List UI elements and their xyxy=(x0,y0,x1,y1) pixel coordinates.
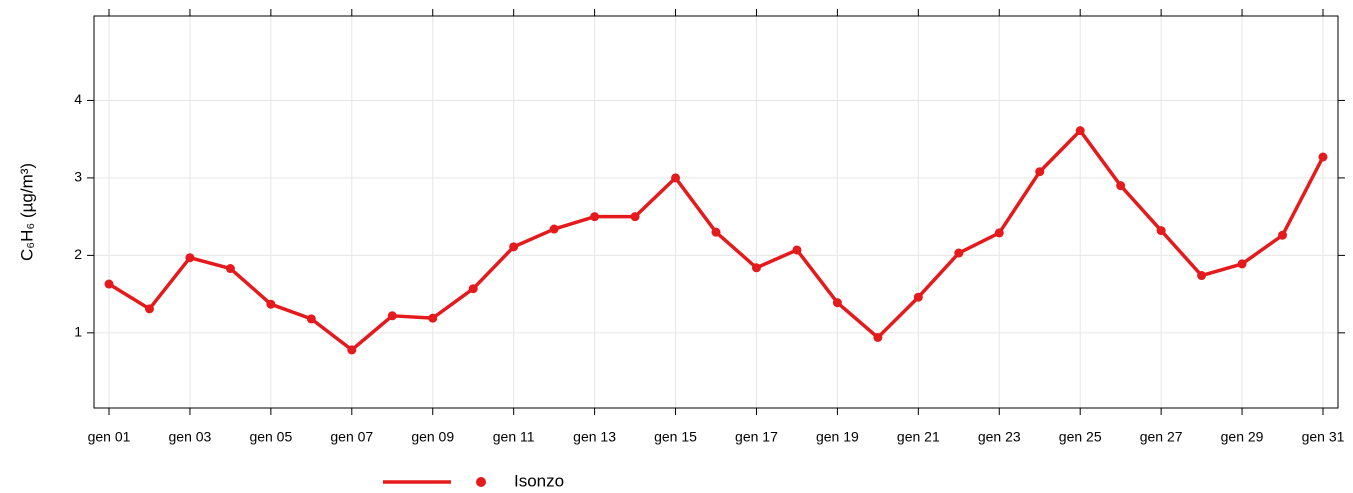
x-tick-label: gen 13 xyxy=(573,429,616,445)
plot-frame xyxy=(93,15,1339,409)
x-tick-label: gen 05 xyxy=(249,429,292,445)
data-point xyxy=(266,299,276,309)
data-point xyxy=(1116,181,1126,191)
data-point xyxy=(751,263,761,273)
x-tick-label: gen 27 xyxy=(1140,429,1183,445)
data-point xyxy=(225,264,235,274)
data-line xyxy=(108,128,1325,352)
x-tick-label: gen 21 xyxy=(897,429,940,445)
data-point xyxy=(144,304,154,314)
data-point xyxy=(1075,126,1085,136)
data-point xyxy=(428,313,438,323)
x-tick-label: gen 03 xyxy=(169,429,212,445)
y-axis-label: C₆H₆ (µg/m³) xyxy=(17,163,36,261)
data-point xyxy=(671,173,681,183)
y-tick-label: 4 xyxy=(74,91,82,107)
data-point xyxy=(468,284,478,294)
data-point xyxy=(387,311,397,321)
data-point xyxy=(104,279,114,289)
y-tick-label: 2 xyxy=(74,246,82,262)
data-point xyxy=(994,228,1004,238)
data-point xyxy=(347,345,357,355)
x-tick-label: gen 15 xyxy=(654,429,697,445)
data-point xyxy=(590,212,600,222)
data-point xyxy=(832,298,842,308)
x-tick-label: gen 11 xyxy=(493,429,535,445)
data-point xyxy=(873,333,883,343)
y-tick-label: 3 xyxy=(74,169,82,185)
data-point xyxy=(711,227,721,237)
legend-point xyxy=(476,477,486,487)
data-point xyxy=(1035,167,1045,177)
data-point xyxy=(792,245,802,255)
y-tick-label: 1 xyxy=(74,324,82,340)
x-tick-label: gen 17 xyxy=(735,429,778,445)
data-point xyxy=(954,248,964,258)
x-tick-label: gen 07 xyxy=(330,429,373,445)
data-point xyxy=(1318,152,1328,162)
data-point xyxy=(913,292,923,302)
x-tick-label: gen 09 xyxy=(411,429,454,445)
data-point xyxy=(1156,226,1166,236)
data-point xyxy=(185,253,195,263)
data-point xyxy=(630,212,640,222)
data-point xyxy=(509,242,519,252)
data-point xyxy=(1278,230,1288,240)
x-tick-label: gen 23 xyxy=(978,429,1021,445)
x-tick-label: gen 25 xyxy=(1059,429,1102,445)
data-point xyxy=(1237,259,1247,269)
x-tick-label: gen 19 xyxy=(816,429,859,445)
data-point xyxy=(306,314,316,324)
legend-label: Isonzo xyxy=(514,471,564,488)
x-tick-label: gen 29 xyxy=(1221,429,1264,445)
data-point xyxy=(1197,271,1207,281)
x-tick-label: gen 31 xyxy=(1302,429,1345,445)
data-point xyxy=(549,224,559,234)
x-tick-label: gen 01 xyxy=(88,429,131,445)
